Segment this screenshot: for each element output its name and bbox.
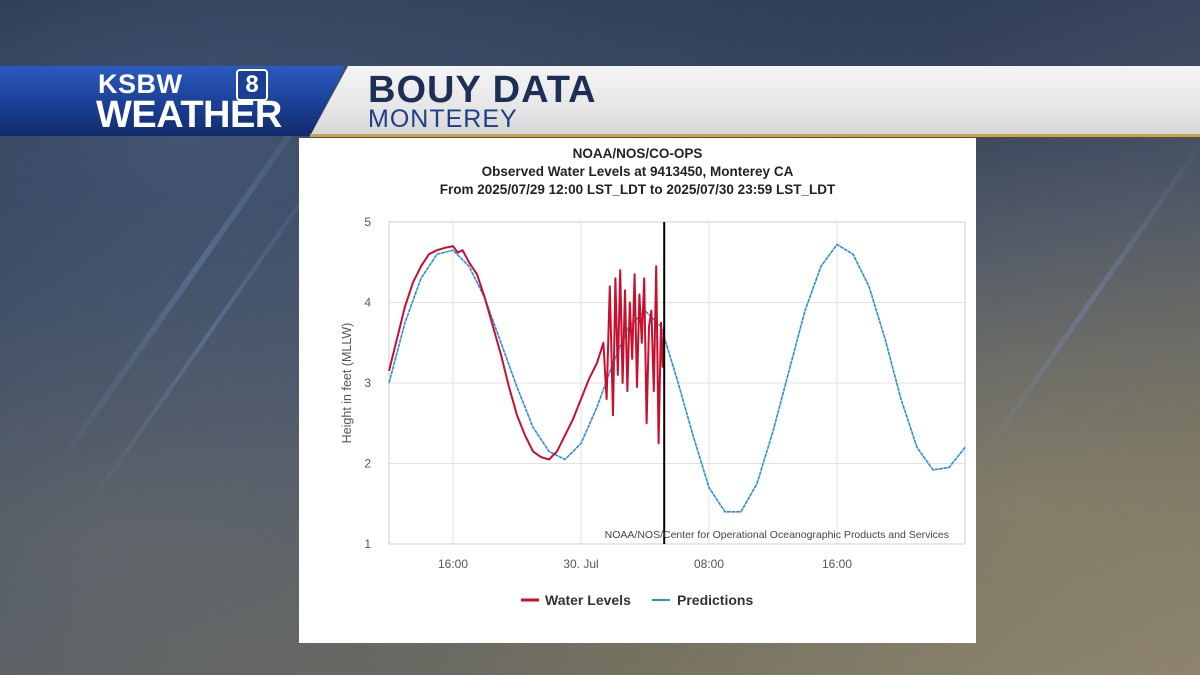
- water-level-chart: 1 2 3 4 5 16:00 30. Jul 08:00 16:00 Height in f…: [340, 215, 966, 608]
- y-tick-label: 3: [364, 376, 371, 390]
- station-logo: KSBW 8 WEATHER: [0, 66, 345, 136]
- chart-title-line-2: Observed Water Levels at 9413450, Monter…: [481, 164, 794, 179]
- subheadline: MONTEREY: [368, 105, 518, 133]
- x-tick-labels: 16:00 30. Jul 08:00 16:00: [438, 557, 852, 571]
- logo-weather-word: WEATHER: [96, 94, 282, 136]
- accent-divider: [310, 134, 1200, 137]
- logo-call-letters: KSBW: [98, 69, 183, 99]
- chart-title-line-1: NOAA/NOS/CO-OPS: [572, 146, 703, 161]
- y-tick-labels: 1 2 3 4 5: [364, 215, 371, 551]
- y-tick-label: 1: [364, 537, 371, 551]
- series-line-water-levels: [388, 245, 666, 461]
- headline-block: BOUY DATA MONTEREY: [310, 66, 1200, 136]
- chart-credit: NOAA/NOS/Center for Operational Oceanogr…: [605, 529, 949, 541]
- x-tick-label: 30. Jul: [563, 557, 598, 571]
- headline: BOUY DATA: [368, 69, 597, 111]
- y-tick-label: 5: [364, 215, 371, 229]
- y-tick-label: 4: [364, 296, 371, 310]
- background-light-streak: [967, 129, 1200, 476]
- logo-channel-number: 8: [236, 69, 268, 101]
- legend-label-water-levels: Water Levels: [545, 592, 631, 608]
- x-tick-label: 08:00: [694, 557, 724, 571]
- series-line-predictions: [388, 243, 966, 513]
- chart-title-line-3: From 2025/07/29 12:00 LST_LDT to 2025/07…: [439, 182, 836, 197]
- x-tick-label: 16:00: [438, 557, 468, 571]
- y-axis-label: Height in feet (MLLW): [340, 323, 354, 444]
- y-tick-label: 2: [364, 457, 371, 471]
- x-tick-label: 16:00: [822, 557, 852, 571]
- legend-label-predictions: Predictions: [677, 592, 753, 608]
- chart-panel: NOAA/NOS/CO-OPS Observed Water Levels at…: [299, 138, 976, 643]
- lower-third-banner: KSBW 8 WEATHER BOUY DATA MONTEREY: [0, 66, 1200, 136]
- chart-legend: Water Levels Predictions: [521, 592, 753, 608]
